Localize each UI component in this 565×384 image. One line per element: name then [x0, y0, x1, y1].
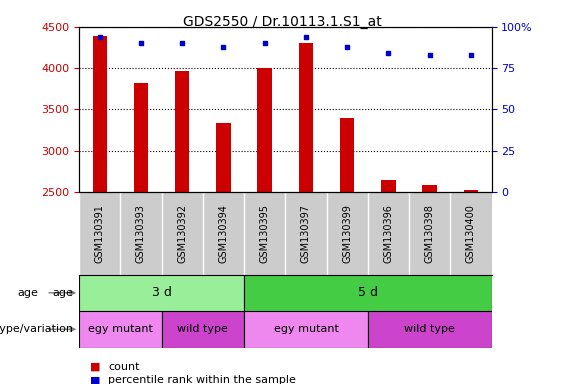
Text: GSM130400: GSM130400 [466, 204, 476, 263]
Text: age: age [53, 288, 73, 298]
Point [384, 50, 393, 56]
Point [342, 44, 351, 50]
Bar [79, 311, 162, 348]
Text: GSM130399: GSM130399 [342, 204, 352, 263]
Bar [216, 122, 231, 192]
Text: wild type: wild type [404, 324, 455, 334]
Text: count: count [108, 362, 140, 372]
Bar [93, 36, 107, 192]
Bar [258, 68, 272, 192]
Bar [464, 190, 478, 192]
Point [95, 34, 105, 40]
Text: 3 d: 3 d [151, 286, 172, 299]
Bar [423, 185, 437, 192]
Point [467, 52, 476, 58]
Bar [244, 275, 492, 311]
Text: egy mutant: egy mutant [273, 324, 338, 334]
Text: ■: ■ [90, 375, 101, 384]
Text: ■: ■ [90, 362, 101, 372]
Bar [162, 311, 244, 348]
Bar [79, 275, 244, 311]
Text: age: age [17, 288, 38, 298]
Bar [134, 83, 148, 192]
Point [137, 40, 146, 46]
Bar [299, 43, 313, 192]
Text: GSM130392: GSM130392 [177, 204, 187, 263]
Text: GSM130391: GSM130391 [95, 204, 105, 263]
Text: GSM130395: GSM130395 [260, 204, 270, 263]
Point [178, 40, 187, 46]
Text: percentile rank within the sample: percentile rank within the sample [108, 375, 297, 384]
Bar [340, 118, 354, 192]
Text: genotype/variation: genotype/variation [0, 324, 73, 334]
Bar [381, 180, 395, 192]
Text: egy mutant: egy mutant [88, 324, 153, 334]
Bar [244, 311, 368, 348]
Point [425, 52, 434, 58]
Text: GSM130393: GSM130393 [136, 204, 146, 263]
Text: GDS2550 / Dr.10113.1.S1_at: GDS2550 / Dr.10113.1.S1_at [183, 15, 382, 29]
Text: 5 d: 5 d [358, 286, 378, 299]
Text: GSM130394: GSM130394 [219, 204, 228, 263]
Bar [175, 71, 189, 192]
Point [219, 44, 228, 50]
Point [260, 40, 270, 46]
Point [302, 34, 311, 40]
Text: wild type: wild type [177, 324, 228, 334]
Text: GSM130397: GSM130397 [301, 204, 311, 263]
Bar [368, 311, 492, 348]
Text: GSM130396: GSM130396 [384, 204, 393, 263]
Text: GSM130398: GSM130398 [425, 204, 434, 263]
